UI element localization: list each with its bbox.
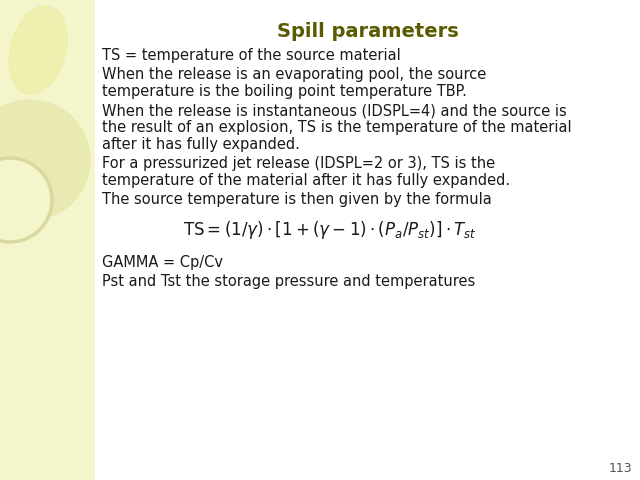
Text: The source temperature is then given by the formula: The source temperature is then given by …: [102, 192, 492, 207]
Text: Spill parameters: Spill parameters: [276, 22, 458, 41]
Text: When the release is an evaporating pool, the source: When the release is an evaporating pool,…: [102, 67, 486, 82]
FancyBboxPatch shape: [0, 0, 95, 480]
Text: $\mathsf{TS} = (1/\gamma) \cdot [1 + (\gamma - 1) \cdot (P_a/P_{st})] \cdot T_{s: $\mathsf{TS} = (1/\gamma) \cdot [1 + (\g…: [183, 219, 477, 241]
Text: temperature is the boiling point temperature TBP.: temperature is the boiling point tempera…: [102, 84, 467, 99]
Circle shape: [0, 100, 90, 220]
Text: after it has fully expanded.: after it has fully expanded.: [102, 137, 300, 152]
Circle shape: [0, 158, 52, 242]
Text: When the release is instantaneous (IDSPL=4) and the source is: When the release is instantaneous (IDSPL…: [102, 103, 567, 118]
Ellipse shape: [9, 6, 67, 94]
Text: For a pressurized jet release (IDSPL=2 or 3), TS is the: For a pressurized jet release (IDSPL=2 o…: [102, 156, 495, 171]
Text: TS = temperature of the source material: TS = temperature of the source material: [102, 48, 401, 63]
Text: 113: 113: [609, 462, 632, 475]
Text: temperature of the material after it has fully expanded.: temperature of the material after it has…: [102, 173, 510, 188]
Text: Pst and Tst the storage pressure and temperatures: Pst and Tst the storage pressure and tem…: [102, 274, 476, 289]
Text: GAMMA = Cp/Cv: GAMMA = Cp/Cv: [102, 255, 223, 270]
Text: the result of an explosion, TS is the temperature of the material: the result of an explosion, TS is the te…: [102, 120, 572, 135]
